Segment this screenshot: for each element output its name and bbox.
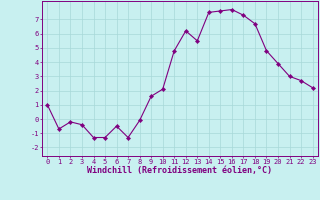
X-axis label: Windchill (Refroidissement éolien,°C): Windchill (Refroidissement éolien,°C) [87, 166, 273, 175]
